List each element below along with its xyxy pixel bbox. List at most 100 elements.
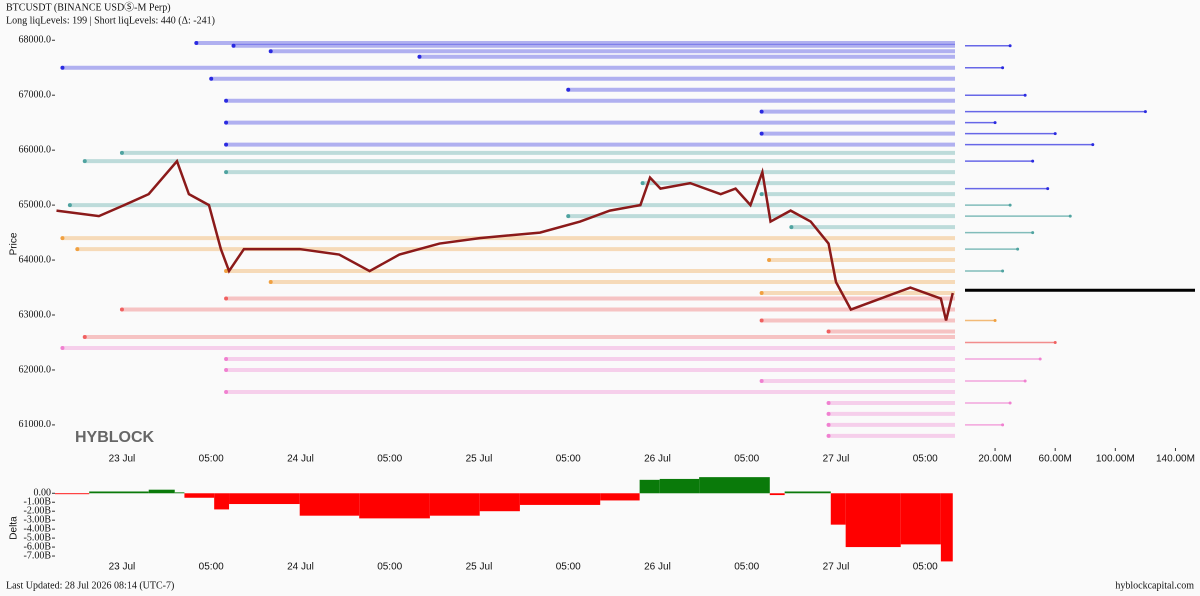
footer-left: Last Updated: 28 Jul 2026 08:14 (UTC-7) <box>6 580 174 591</box>
delta-step <box>479 493 520 512</box>
liq-level-start <box>566 214 571 219</box>
x-tick-label: 25 Jul <box>466 454 493 465</box>
x-tick-label: 100.00M <box>1096 454 1135 465</box>
x-tick-label: 26 Jul <box>644 454 671 465</box>
x-tick-label: 25 Jul <box>466 562 493 573</box>
x-tick-label: 20.00M <box>978 454 1011 465</box>
delta-step <box>299 493 360 516</box>
hist-bar-end <box>1023 379 1027 383</box>
delta-step <box>639 479 660 494</box>
x-tick-label: 05:00 <box>913 562 938 573</box>
liq-level-start <box>826 400 831 405</box>
delta-step <box>229 493 300 505</box>
hist-bar-end <box>1053 132 1057 136</box>
liq-level-start <box>759 378 764 383</box>
delta-step <box>784 491 831 494</box>
delta-step <box>55 493 90 495</box>
y-tick-label: -3.00B <box>24 514 52 525</box>
liq-level-start <box>759 318 764 323</box>
subtitle: Long liqLevels: 199 | Short liqLevels: 4… <box>6 15 215 26</box>
y-tick-label: 63000.0 <box>19 309 52 320</box>
liq-level-start <box>224 356 229 361</box>
x-tick-label: 05:00 <box>556 454 581 465</box>
x-tick-label: 05:00 <box>199 562 224 573</box>
delta-step <box>429 493 480 516</box>
hist-bar-end <box>1091 143 1095 147</box>
hist-bar-end <box>1023 93 1027 97</box>
liq-level-start <box>82 159 87 164</box>
price-line <box>56 158 954 321</box>
liq-level-start <box>224 120 229 125</box>
liq-level-start <box>224 389 229 394</box>
delta-step <box>940 493 953 562</box>
liq-level-start <box>82 334 87 339</box>
y-tick-label: 0.00 <box>34 488 52 499</box>
liq-level-start <box>224 367 229 372</box>
hist-bar-end <box>1008 401 1012 405</box>
delta-step <box>900 493 941 545</box>
x-tick-label: 05:00 <box>734 454 759 465</box>
liq-level-start <box>119 307 124 312</box>
liq-level-start <box>268 49 273 54</box>
y-tick-label: -5.00B <box>24 532 52 543</box>
y-tick-label: 68000.0 <box>19 35 52 46</box>
y-tick-label: 65000.0 <box>19 199 52 210</box>
hist-bar-end <box>993 319 997 323</box>
delta-step <box>845 493 901 548</box>
liq-level-start <box>194 40 199 45</box>
delta-step <box>359 493 430 519</box>
y-tick-label: -2.00B <box>24 506 52 517</box>
delta-step <box>769 493 785 496</box>
y-axis-label: Price <box>9 232 20 255</box>
hist-bar-end <box>1068 214 1072 218</box>
y-axis-label: Delta <box>9 516 20 540</box>
liq-level-start <box>767 258 772 263</box>
liq-level-start <box>224 142 229 147</box>
hist-bar-end <box>1031 159 1035 163</box>
title: BTCUSDT (BINANCE USDⓈ-M Perp) <box>6 1 171 13</box>
x-tick-label: 24 Jul <box>287 454 314 465</box>
x-tick-label: 05:00 <box>377 562 402 573</box>
y-tick-label: 66000.0 <box>19 144 52 155</box>
liq-level-start <box>417 54 422 59</box>
liq-level-start <box>60 345 65 350</box>
liq-level-start <box>826 433 831 438</box>
y-tick-label: 62000.0 <box>19 364 52 375</box>
hist-bar-end <box>1001 423 1005 427</box>
liq-level-start <box>224 98 229 103</box>
x-tick-label: 23 Jul <box>109 562 136 573</box>
liq-level-start <box>759 109 764 114</box>
liq-level-start <box>224 296 229 301</box>
liq-level-start <box>566 87 571 92</box>
liq-level-start <box>119 150 124 155</box>
y-tick-label: -7.00B <box>24 550 52 561</box>
y-tick-label: 61000.0 <box>19 419 52 430</box>
x-tick-label: 05:00 <box>913 454 938 465</box>
x-tick-label: 27 Jul <box>823 454 850 465</box>
hist-bar-end <box>1001 269 1005 273</box>
x-tick-label: 26 Jul <box>644 562 671 573</box>
liq-level-start <box>826 411 831 416</box>
watermark: HYBLOCK <box>75 429 155 446</box>
liq-level-start <box>268 280 273 285</box>
x-tick-label: 05:00 <box>199 454 224 465</box>
hist-bar-end <box>1038 357 1042 361</box>
liq-level-start <box>789 225 794 230</box>
liq-level-start <box>224 269 229 274</box>
y-tick-label: 64000.0 <box>19 254 52 265</box>
delta-step <box>174 492 185 494</box>
y-tick-label: -6.00B <box>24 541 52 552</box>
x-tick-label: 27 Jul <box>823 562 850 573</box>
x-tick-label: 23 Jul <box>109 454 136 465</box>
delta-step <box>600 493 640 501</box>
delta-step <box>659 478 700 494</box>
liq-level-start <box>75 247 80 252</box>
footer-right: hyblockcapital.com <box>1115 580 1194 591</box>
delta-step <box>184 493 215 498</box>
hist-bar-end <box>1143 110 1147 114</box>
delta-step <box>519 493 601 505</box>
liq-level-start <box>231 43 236 48</box>
liq-level-start <box>60 236 65 241</box>
x-tick-label: 05:00 <box>556 562 581 573</box>
